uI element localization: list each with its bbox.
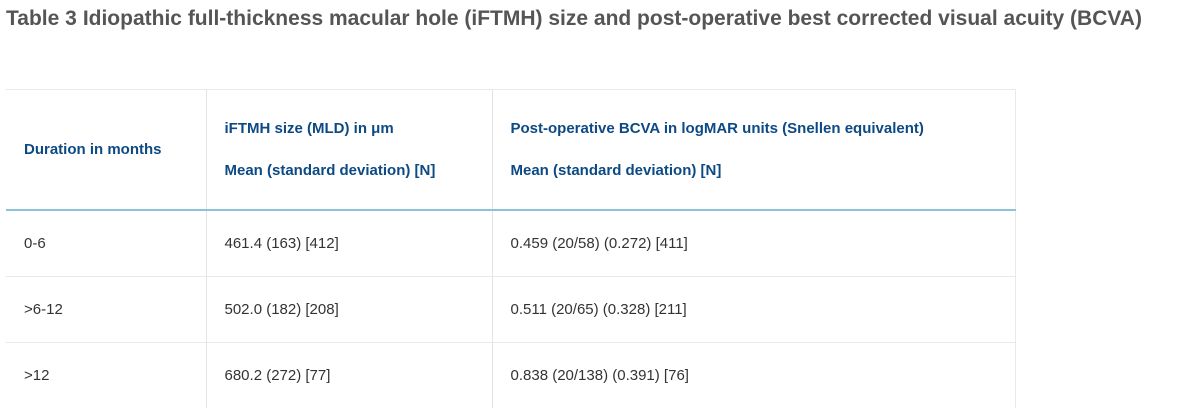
table-caption: Table 3 Idiopathic full-thickness macular… (6, 3, 1196, 34)
header-bcva-label: Post-operative BCVA in logMAR units (Sne… (510, 119, 924, 137)
data-table-container: Duration in months iFTMH size (MLD) in μ… (6, 89, 1016, 408)
table-label: Table 3 (6, 7, 77, 30)
cell-bcva: 0.511 (20/65) (0.328) [211] (491, 276, 1016, 343)
table-row: 0-6 461.4 (163) [412] 0.459 (20/58) (0.2… (6, 210, 1016, 277)
cell-iftmh-size: 680.2 (272) [77] (205, 342, 492, 408)
cell-bcva: 0.459 (20/58) (0.272) [411] (491, 210, 1016, 277)
table-row: >6-12 502.0 (182) [208] 0.511 (20/65) (0… (6, 276, 1016, 343)
header-bcva-sublabel: Mean (standard deviation) [N] (510, 161, 722, 179)
cell-bcva: 0.838 (20/138) (0.391) [76] (491, 342, 1016, 408)
header-iftmh-size-sublabel: Mean (standard deviation) [N] (224, 161, 436, 179)
cell-iftmh-size: 461.4 (163) [412] (205, 210, 492, 277)
header-iftmh-size: iFTMH size (MLD) in μm Mean (standard de… (205, 89, 492, 211)
header-bcva: Post-operative BCVA in logMAR units (Sne… (491, 89, 1016, 211)
data-table: Duration in months iFTMH size (MLD) in μ… (6, 89, 1016, 408)
cell-duration: >12 (24, 367, 50, 384)
header-row: Duration in months iFTMH size (MLD) in μ… (6, 89, 1016, 211)
table-row: >12 680.2 (272) [77] 0.838 (20/138) (0.3… (6, 342, 1016, 408)
header-iftmh-size-label: iFTMH size (MLD) in μm (224, 119, 394, 137)
cell-duration: >6-12 (6, 276, 206, 343)
header-duration-label: Duration in months (24, 140, 162, 158)
cell-duration: 0-6 (6, 210, 206, 277)
cell-iftmh-size: 502.0 (182) [208] (205, 276, 492, 343)
table-title: Idiopathic full-thickness macular hole (… (82, 7, 1142, 30)
header-duration: Duration in months (6, 89, 206, 211)
